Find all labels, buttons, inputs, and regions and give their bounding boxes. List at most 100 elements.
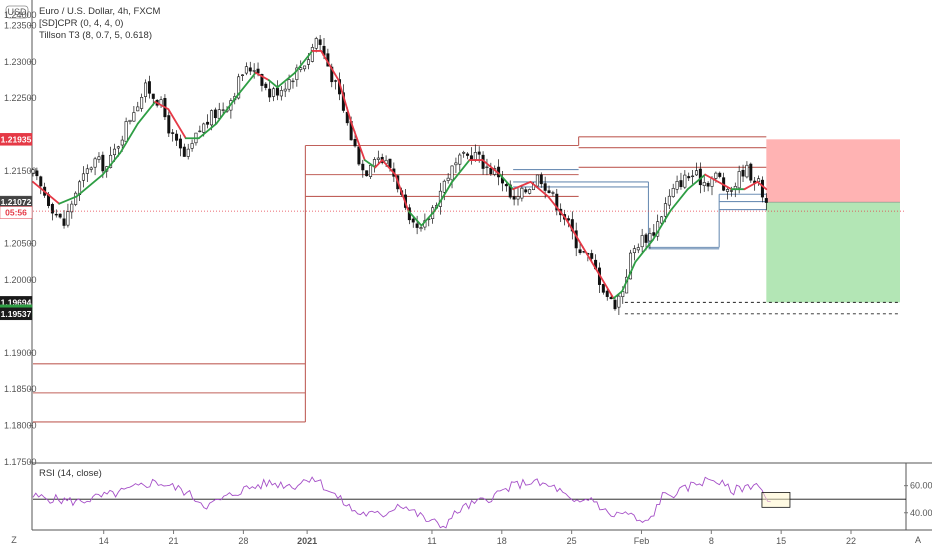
t3-segment-32: [529, 180, 549, 198]
legend-rsi[interactable]: RSI (14, close): [39, 468, 102, 479]
candle-body-148: [605, 290, 609, 297]
t3-segment-24: [407, 210, 423, 227]
candle-body-9: [66, 211, 70, 226]
candle-body-62: [272, 88, 276, 97]
corner-left[interactable]: Z: [11, 535, 17, 545]
candle-body-167: [679, 180, 683, 188]
candle-body-109: [454, 162, 458, 166]
y-tick-label-3: 1.21500: [4, 166, 37, 176]
candle-body-44: [202, 123, 206, 133]
position-tool[interactable]: [766, 139, 900, 303]
corner-right[interactable]: A: [915, 535, 921, 545]
candle-body-10: [70, 203, 74, 213]
t3-segment-44: [717, 180, 733, 191]
candle-body-46: [209, 110, 213, 126]
t3-segment-36: [599, 275, 615, 300]
x-tick-label-10: 22: [846, 536, 856, 546]
candle-body-160: [652, 232, 656, 236]
candle-body-28: [140, 97, 144, 109]
t3-segment-17: [320, 50, 340, 81]
candle-body-141: [578, 249, 582, 254]
x-tick-label-7: Feb: [634, 536, 650, 546]
y-tick-label-5: 1.20000: [4, 275, 37, 285]
t3-segment-20: [363, 159, 377, 169]
candle-body-124: [512, 196, 516, 200]
candle-body-180: [729, 190, 733, 192]
candle-body-30: [147, 81, 151, 94]
candle-body-163: [663, 203, 667, 217]
candle-body-174: [706, 182, 710, 187]
candle-body-149: [609, 297, 613, 300]
candle-body-74: [318, 39, 322, 45]
candle-body-57: [252, 70, 256, 72]
candle-body-133: [547, 190, 551, 193]
candle-body-99: [415, 223, 419, 228]
candle-body-86: [365, 170, 369, 177]
t3-segment-39: [634, 239, 654, 263]
candle-body-111: [462, 152, 466, 154]
y-tick-label-0: 1.23500: [4, 20, 37, 30]
rsi-level-label-0: 60.00: [910, 481, 932, 491]
candle-body-36: [171, 132, 175, 134]
x-tick-label-8: 8: [709, 536, 714, 546]
candle-body-108: [450, 165, 454, 181]
candle-body-25: [128, 119, 132, 122]
candle-body-173: [702, 182, 706, 187]
top-tick-label: 1.24000: [4, 10, 37, 20]
candle-body-127: [524, 189, 528, 193]
x-tick-label-5: 18: [497, 536, 507, 546]
candle-body-185: [749, 163, 753, 181]
candle-body-100: [419, 227, 423, 230]
candle-body-168: [683, 174, 687, 188]
candle-body-130: [535, 174, 539, 187]
time-axis[interactable]: 14 21 28 2021 11 18 25 Feb 8 15 22: [99, 530, 856, 546]
candle-body-73: [314, 38, 318, 49]
candle-body-15: [89, 167, 93, 170]
candle-body-88: [372, 159, 376, 167]
candle-body-169: [687, 176, 691, 179]
currency-badge[interactable]: [5, 5, 29, 19]
price-axis[interactable]: 1.23500 1.23000 1.22500 1.21500 1.20500 1.200…: [4, 20, 37, 467]
t3-segment-29: [481, 159, 501, 176]
t3-segment-21: [374, 159, 384, 169]
t3-segment-23: [394, 173, 410, 212]
candle-body-49: [221, 109, 225, 111]
x-tick-label-1: 21: [169, 536, 179, 546]
tillson-t3-line: [32, 50, 768, 300]
candle-body-22: [116, 146, 120, 149]
candle-body-150: [613, 299, 617, 310]
candle-body-39: [182, 146, 186, 157]
candle-body-144: [590, 253, 594, 259]
legend-symbol[interactable]: Euro / U.S. Dollar, 4h, FXCM: [39, 6, 161, 17]
candle-body-14: [85, 168, 89, 174]
candle-body-65: [283, 88, 287, 92]
legend-cpr[interactable]: [SD]CPR (0, 4, 4, 0): [39, 18, 123, 29]
candle-body-78: [334, 80, 338, 82]
candle-body-45: [206, 121, 210, 125]
cpr-indicator: [33, 136, 767, 423]
t3-segment-41: [669, 188, 689, 212]
candle-body-56: [248, 67, 252, 72]
candle-body-68: [295, 67, 299, 80]
candle-body-115: [477, 151, 481, 155]
candle-body-84: [357, 146, 361, 165]
t3-segment-10: [215, 93, 240, 125]
t3-segment-31: [512, 180, 532, 191]
candle-body-156: [636, 247, 640, 251]
stop-loss-zone: [766, 139, 900, 203]
dashed-levels: [624, 301, 900, 315]
t3-segment-7: [167, 108, 187, 140]
candle-body-13: [81, 173, 85, 181]
price-tag-bg-0: [0, 133, 33, 146]
candle-body-71: [306, 59, 310, 65]
x-tick-label-6: 25: [567, 536, 577, 546]
candle-body-188: [760, 179, 764, 198]
legend-t3[interactable]: Tillson T3 (8, 0.7, 5, 0.618): [39, 30, 152, 41]
y-tick-label-1: 1.23000: [4, 57, 37, 67]
candle-body-106: [442, 180, 446, 193]
candle-body-158: [644, 234, 648, 243]
rsi-pane[interactable]: 60.00 40.00: [32, 476, 932, 529]
candle-body-26: [132, 112, 136, 122]
take-profit-zone: [766, 202, 900, 303]
